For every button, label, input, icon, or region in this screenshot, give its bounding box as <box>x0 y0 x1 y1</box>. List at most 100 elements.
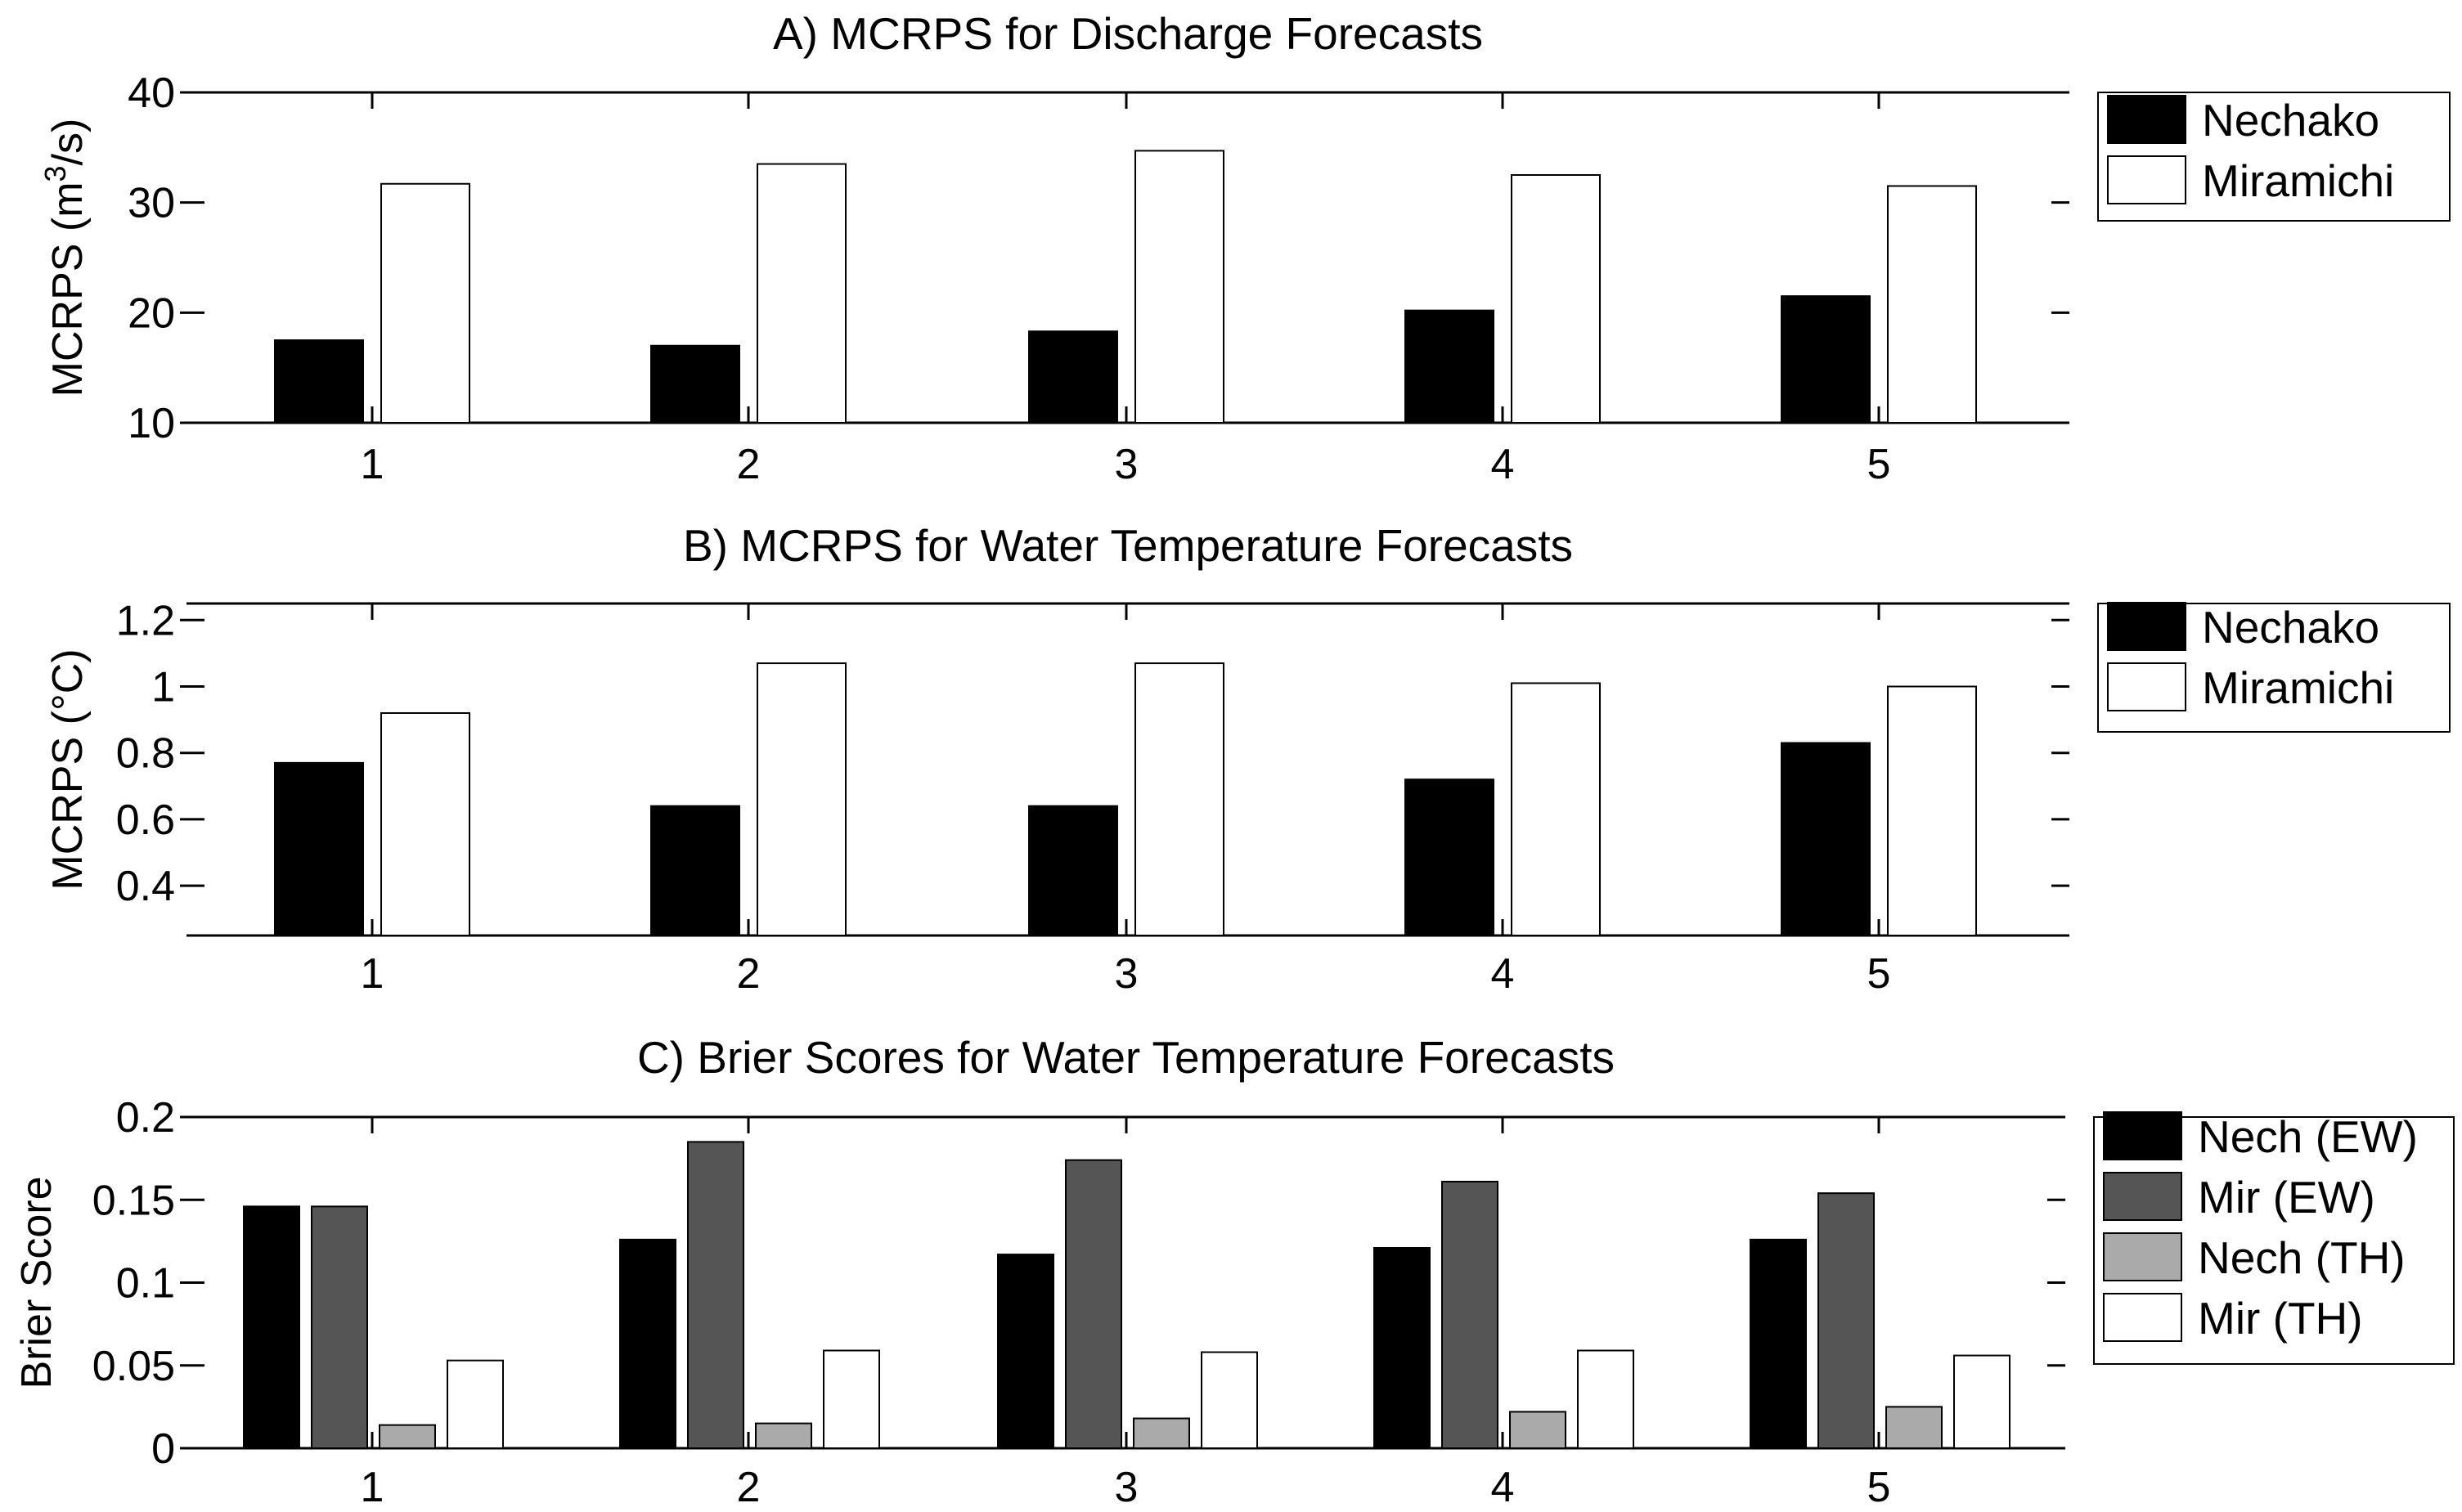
legend-label: Nech (TH) <box>2198 1232 2406 1283</box>
legend-swatch <box>2107 95 2186 144</box>
y-axis-label-superscript: 3 <box>38 165 72 182</box>
bar-mir-ew-2 <box>687 1141 744 1449</box>
bar-nech-th-1 <box>379 1424 436 1450</box>
bar-nech-ew-3 <box>997 1254 1054 1449</box>
y-tick-label: 30 <box>128 180 175 227</box>
bar-nechako-2 <box>650 805 740 936</box>
bar-nech-th-5 <box>1885 1406 1943 1449</box>
y-tick-label: 0.6 <box>116 796 175 844</box>
chart-title: C) Brier Scores for Water Temperature Fo… <box>637 1032 1615 1083</box>
x-tick-label: 2 <box>737 1464 761 1511</box>
y-tick-label: 20 <box>128 289 175 337</box>
chart-panel-1: A) MCRPS for Discharge Forecasts 10 20 30 40… <box>38 8 2451 488</box>
bar-miramichi-5 <box>1887 185 1977 424</box>
bar-nech-th-4 <box>1509 1411 1566 1449</box>
y-tick-label: 0.4 <box>116 863 175 910</box>
legend-label: Mir (EW) <box>2198 1172 2375 1223</box>
x-tick-label: 1 <box>361 441 384 488</box>
x-tick-label: 4 <box>1491 441 1515 488</box>
x-tick-label: 5 <box>1867 1464 1891 1511</box>
x-tick-label: 2 <box>737 441 761 488</box>
legend-label: Nech (EW) <box>2198 1111 2418 1162</box>
bar-nech-ew-2 <box>619 1238 676 1449</box>
legend-swatch <box>2103 1293 2182 1342</box>
x-tick-label: 3 <box>1115 441 1139 488</box>
bar-miramichi-1 <box>380 182 470 424</box>
bar-miramichi-4 <box>1511 682 1601 936</box>
y-tick-label: 0.1 <box>116 1260 175 1308</box>
legend-swatch <box>2107 662 2186 711</box>
x-tick-label: 1 <box>361 1464 384 1511</box>
y-tick-label: 10 <box>128 400 175 447</box>
chart-panel-2: B) MCRPS for Water Temperature Forecasts… <box>44 520 2451 998</box>
legend-swatch <box>2103 1232 2182 1281</box>
bar-nech-ew-4 <box>1373 1246 1431 1449</box>
bar-mir-ew-4 <box>1441 1180 1498 1449</box>
bar-nech-ew-5 <box>1750 1238 1807 1449</box>
y-axis-label-main: Brier Score <box>13 1176 61 1389</box>
legend-label: Nechako <box>2202 95 2379 146</box>
bar-mir-th-2 <box>823 1349 880 1450</box>
legend-label: Nechako <box>2202 602 2379 653</box>
x-tick-label: 4 <box>1491 1464 1515 1511</box>
bar-nech-th-3 <box>1133 1417 1190 1450</box>
y-axis-label-main: MCRPS (m <box>44 182 92 397</box>
x-tick-label: 3 <box>1115 950 1139 998</box>
chart-title: B) MCRPS for Water Temperature Forecasts <box>683 520 1573 571</box>
y-tick-label: 1 <box>151 664 175 711</box>
bar-nech-th-2 <box>755 1422 812 1449</box>
y-axis-label: MCRPS (m3/s) <box>38 119 92 397</box>
legend-swatch <box>2103 1172 2182 1221</box>
x-tick-label: 3 <box>1115 1464 1139 1511</box>
y-tick-label: 0 <box>151 1425 175 1473</box>
bar-miramichi-3 <box>1134 150 1224 424</box>
legend-swatch <box>2107 602 2186 651</box>
bar-mir-ew-5 <box>1817 1192 1875 1450</box>
y-axis-label: MCRPS (°C) <box>44 648 92 890</box>
y-tick-label: 0.2 <box>116 1094 175 1142</box>
bar-nechako-2 <box>650 344 740 424</box>
legend-label: Miramichi <box>2202 155 2394 206</box>
legend-swatch <box>2107 155 2186 204</box>
bar-mir-ew-1 <box>311 1205 368 1449</box>
bar-mir-th-4 <box>1577 1349 1634 1450</box>
y-tick-label: 0.15 <box>92 1177 175 1224</box>
bar-nechako-3 <box>1028 330 1118 424</box>
legend-label: Mir (TH) <box>2198 1293 2363 1344</box>
bar-miramichi-2 <box>757 163 847 424</box>
bar-miramichi-3 <box>1134 662 1224 937</box>
x-tick-label: 1 <box>361 950 384 998</box>
bar-miramichi-2 <box>757 662 847 937</box>
bar-nechako-4 <box>1404 309 1494 424</box>
bar-miramichi-4 <box>1511 174 1601 424</box>
y-axis-label-main: MCRPS (°C) <box>44 648 92 890</box>
legend-swatch <box>2103 1111 2182 1160</box>
y-tick-label: 1.2 <box>116 597 175 644</box>
bar-miramichi-1 <box>380 711 470 936</box>
y-tick-label: 0.8 <box>116 730 175 778</box>
bar-mir-th-3 <box>1201 1351 1258 1450</box>
bar-mir-th-1 <box>447 1359 504 1450</box>
y-axis-label: Brier Score <box>13 1176 61 1389</box>
bar-nechako-3 <box>1028 805 1118 936</box>
y-axis-label-tail: /s) <box>44 119 92 166</box>
legend-label: Miramichi <box>2202 662 2394 713</box>
bar-mir-ew-3 <box>1065 1159 1122 1450</box>
bar-nechako-5 <box>1781 742 1871 937</box>
chart-title: A) MCRPS for Discharge Forecasts <box>773 8 1483 59</box>
bar-nech-ew-1 <box>243 1205 300 1449</box>
bar-nechako-5 <box>1781 295 1871 424</box>
x-tick-label: 2 <box>737 950 761 998</box>
x-tick-label: 5 <box>1867 950 1891 998</box>
chart-panel-3: C) Brier Scores for Water Temperature Fo… <box>13 1032 2455 1511</box>
bar-miramichi-5 <box>1887 685 1977 936</box>
x-tick-label: 4 <box>1491 950 1515 998</box>
bar-nechako-1 <box>274 761 364 936</box>
y-tick-label: 40 <box>128 70 175 117</box>
y-tick-label: 0.05 <box>92 1343 175 1390</box>
bar-nechako-4 <box>1404 778 1494 936</box>
x-tick-label: 5 <box>1867 441 1891 488</box>
bar-mir-th-5 <box>1953 1354 2010 1449</box>
bar-nechako-1 <box>274 339 364 424</box>
